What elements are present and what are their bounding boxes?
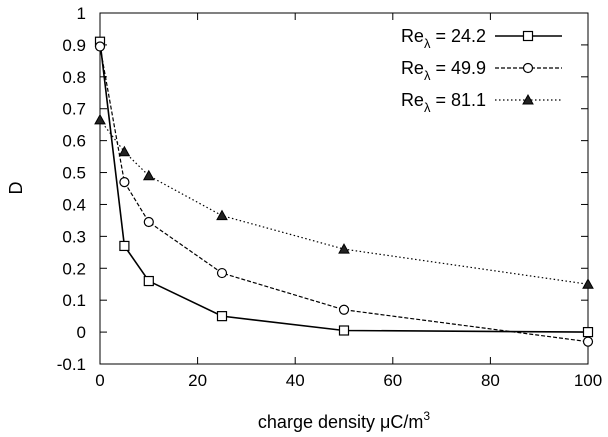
y-tick-label: -0.1 xyxy=(57,355,86,374)
plot-frame xyxy=(99,12,589,365)
y-tick-label: 0.7 xyxy=(62,100,86,119)
series-markers xyxy=(94,36,594,347)
y-tick-label: 0.3 xyxy=(62,227,86,246)
legend-label-base: Re xyxy=(401,26,424,46)
y-tick-label: 0.4 xyxy=(62,195,86,214)
legend-marker xyxy=(522,62,534,74)
series-line-2 xyxy=(99,46,589,343)
series-1-point xyxy=(119,240,130,252)
y-axis-label: D xyxy=(6,182,26,195)
x-tick-label: 20 xyxy=(188,371,207,390)
y-tick-label: 0.5 xyxy=(62,164,86,183)
series-2-point xyxy=(338,304,350,315)
x-axis-label-base: charge density xyxy=(258,412,380,432)
y-tick-label: 0.2 xyxy=(62,259,86,278)
x-tick-label: 80 xyxy=(481,371,500,390)
legend-label-value: = 49.9 xyxy=(430,58,486,78)
series-3-point xyxy=(94,113,106,125)
legend-label-subscript: λ xyxy=(424,100,431,115)
y-tick-label: 1 xyxy=(77,4,86,23)
series-lines xyxy=(99,41,589,343)
x-axis-label: charge density μC/m3 xyxy=(258,409,430,432)
x-axis-label-exponent: 3 xyxy=(423,409,430,423)
legend-entry-1: Reλ = 24.2 xyxy=(401,26,562,51)
series-1-point xyxy=(216,311,228,322)
series-1-point xyxy=(582,326,594,338)
legend-label: Reλ = 49.9 xyxy=(401,58,486,83)
x-tick-label: 100 xyxy=(574,371,602,390)
y-tick-label: 0 xyxy=(77,323,86,342)
series-3-point xyxy=(338,243,350,254)
legend-marker xyxy=(522,93,534,105)
series-line-1 xyxy=(99,41,589,333)
series-1-point xyxy=(143,275,154,287)
y-tick-label: 0.8 xyxy=(62,68,86,87)
x-tick-label: 60 xyxy=(383,371,402,390)
series-2-point xyxy=(582,336,594,347)
y-tick-label: 0.1 xyxy=(62,291,86,310)
legend-label-subscript: λ xyxy=(424,68,431,83)
series-2-point xyxy=(94,41,106,52)
legend-label-subscript: λ xyxy=(424,36,431,51)
series-2-point xyxy=(119,177,130,188)
x-tick-label: 0 xyxy=(95,371,104,390)
legend-entry-2: Reλ = 49.9 xyxy=(401,58,562,83)
x-axis-label-unit: C/m xyxy=(390,412,423,432)
axis-tick-labels: 0 20 40 60 80 100 -0.1 0 0.1 0.2 0.3 0.4 0.5 0.6 0.7 0.… xyxy=(57,4,602,390)
legend-label-base: Re xyxy=(401,58,424,78)
x-axis-label-mu: μ xyxy=(380,412,390,432)
series-line-3 xyxy=(99,119,589,285)
series-3-point xyxy=(142,169,155,181)
series-3-point xyxy=(216,209,228,221)
legend-label-value: = 24.2 xyxy=(430,26,486,46)
legend-entry-3: Reλ = 81.1 xyxy=(401,90,562,115)
legend-label-value: = 81.1 xyxy=(430,90,486,110)
legend-label-base: Re xyxy=(401,90,424,110)
legend-label: Reλ = 81.1 xyxy=(401,90,486,115)
series-2-point xyxy=(216,267,228,279)
series-1-point xyxy=(338,325,350,336)
axis-ticks xyxy=(99,12,589,365)
series-2-point xyxy=(143,216,154,228)
x-tick-label: 40 xyxy=(286,371,305,390)
y-tick-label: 0.9 xyxy=(62,36,86,55)
legend-label: Reλ = 24.2 xyxy=(401,26,486,51)
series-3-point xyxy=(582,278,594,289)
series-3-point xyxy=(118,145,131,157)
legend-marker xyxy=(522,30,534,42)
y-tick-label: 0.6 xyxy=(62,132,86,151)
